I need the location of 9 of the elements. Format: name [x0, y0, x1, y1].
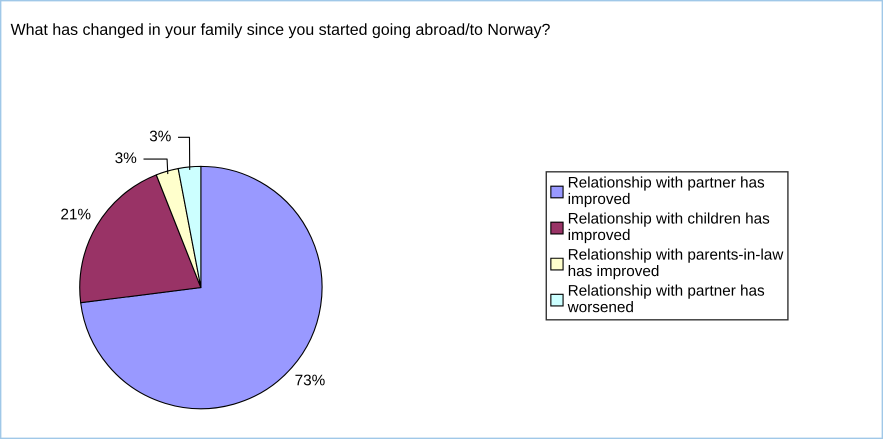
legend-label: Relationship with children has improved	[568, 212, 770, 244]
data-label: 21%	[61, 208, 90, 220]
legend-label: Relationship with partner has improved	[568, 176, 764, 208]
legend-label: Relationship with partner has worsened	[568, 284, 764, 312]
legend-label: Relationship with parents-in-law has improved	[568, 248, 784, 280]
data-label: 3%	[115, 152, 136, 164]
chart-title: What has changed in your family since you started going abroad/to Norway?	[10, 23, 550, 38]
data-label: 73%	[295, 374, 325, 386]
data-label: 3%	[150, 130, 171, 142]
